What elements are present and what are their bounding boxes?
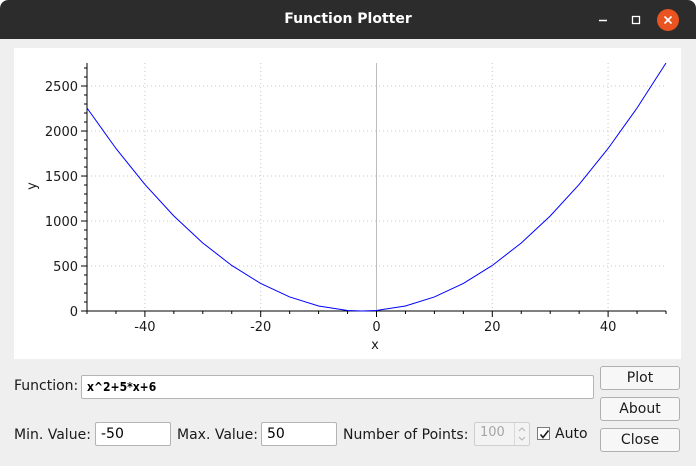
window-close-button[interactable]	[657, 9, 679, 31]
y-axis-title: y	[25, 182, 40, 190]
x-tick-label: -20	[250, 320, 271, 335]
y-tick-label: 1500	[45, 170, 78, 185]
window-title: Function Plotter	[284, 11, 412, 27]
minimize-button[interactable]	[592, 9, 614, 31]
points-value: 100	[480, 425, 505, 440]
min-value-input[interactable]: -50	[95, 422, 171, 446]
maximize-icon	[631, 15, 641, 25]
max-value-input[interactable]: 50	[261, 422, 337, 446]
title-bar[interactable]: Function Plotter	[0, 0, 696, 39]
y-tick-label: 500	[53, 260, 78, 275]
series-layer	[86, 62, 667, 312]
tick-labels: -40 -20 0 20 40 0 500 1000 1500 2000 2500	[45, 80, 616, 335]
checkmark-icon	[539, 430, 550, 439]
spin-arrows-icon	[518, 427, 526, 441]
plot-button[interactable]: Plot	[600, 366, 680, 390]
y-tick-label: 2500	[45, 80, 78, 95]
auto-label: Auto	[555, 426, 588, 442]
y-tick-label: 2000	[45, 125, 78, 140]
maximize-button[interactable]	[625, 9, 647, 31]
about-button[interactable]: About	[600, 397, 680, 421]
grid-lines	[87, 63, 666, 311]
plot-canvas[interactable]: -40 -20 0 20 40 0 500 1000 1500 2000 2500 x y	[14, 48, 681, 359]
max-value-label: Max. Value:	[177, 427, 259, 443]
x-tick-label: 20	[484, 320, 501, 335]
function-chart: -40 -20 0 20 40 0 500 1000 1500 2000 2500 x y	[25, 62, 667, 353]
x-tick-label: -40	[134, 320, 155, 335]
function-input[interactable]: x^2+5*x+6	[81, 375, 594, 399]
x-axis-title: x	[371, 338, 379, 353]
y-tick-label: 1000	[45, 215, 78, 230]
axes	[81, 63, 667, 317]
points-spinbox[interactable]: 100	[474, 422, 530, 446]
close-icon	[663, 15, 673, 25]
x-tick-label: 0	[372, 320, 380, 335]
x-tick-label: 40	[600, 320, 617, 335]
minimize-icon	[599, 19, 607, 22]
function-label: Function:	[14, 378, 79, 394]
y-tick-label: 0	[70, 305, 78, 320]
close-button[interactable]: Close	[600, 428, 680, 452]
series-line	[86, 62, 667, 312]
spinbox-arrows[interactable]	[514, 423, 529, 445]
auto-checkbox[interactable]	[537, 427, 550, 440]
points-label: Number of Points:	[343, 427, 469, 443]
min-value-label: Min. Value:	[14, 427, 91, 443]
